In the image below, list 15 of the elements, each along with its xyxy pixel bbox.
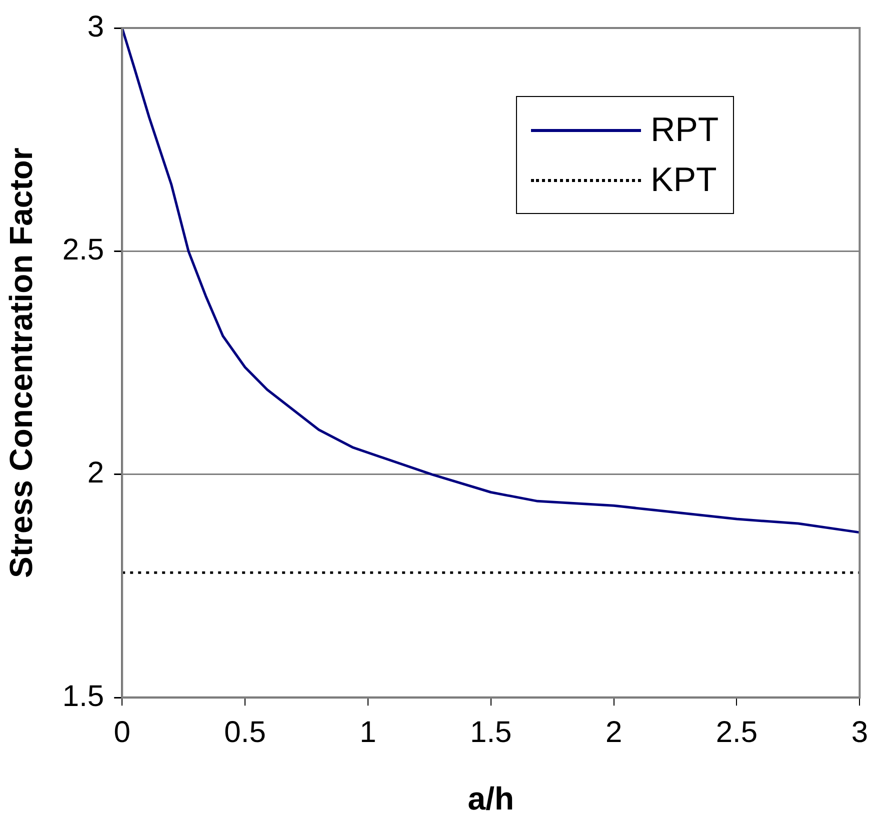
y-tick-label: 1.5 bbox=[62, 680, 104, 713]
y-axis-title: Stress Concentration Factor bbox=[3, 148, 40, 578]
x-tick-label: 0 bbox=[114, 716, 130, 749]
y-tick-label: 2 bbox=[87, 456, 104, 490]
y-tick-label: 3 bbox=[87, 10, 104, 44]
x-tick-label: 2 bbox=[605, 716, 622, 749]
x-tick-label: 0.5 bbox=[224, 716, 266, 749]
x-tick-label: 2.5 bbox=[716, 716, 758, 749]
legend-label: RPT bbox=[650, 110, 719, 150]
x-tick-label: 1 bbox=[360, 716, 376, 749]
legend-label: KPT bbox=[650, 160, 717, 200]
x-tick-label: 1.5 bbox=[470, 716, 512, 749]
x-axis-title: a/h bbox=[468, 780, 514, 817]
y-tick-label: 2.5 bbox=[62, 233, 104, 266]
x-tick-label: 3 bbox=[851, 716, 868, 749]
